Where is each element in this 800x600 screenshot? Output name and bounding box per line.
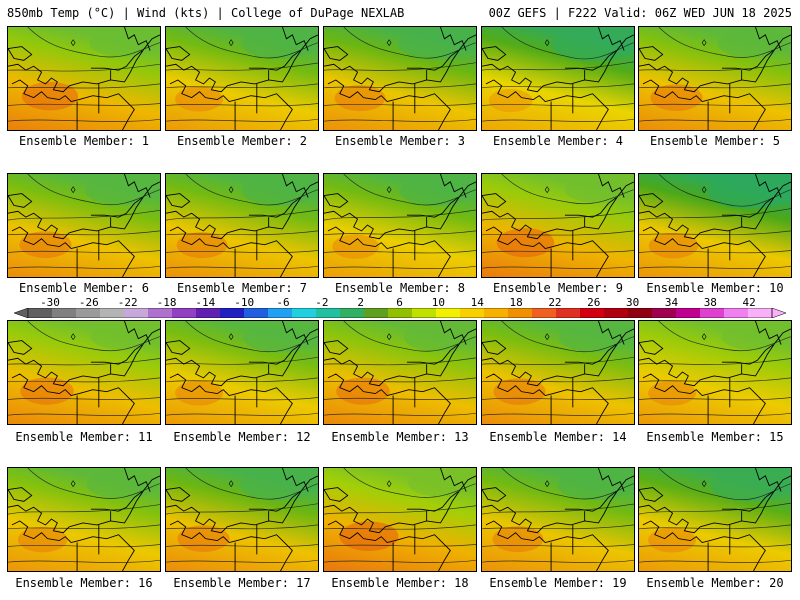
colorbar-segment [316, 308, 341, 318]
ensemble-member-caption: Ensemble Member: 19 [489, 576, 627, 590]
ensemble-member-map [7, 26, 161, 131]
ensemble-member-caption: Ensemble Member: 15 [646, 430, 784, 444]
map-title: 850mb Temp (°C) | Wind (kts) | College o… [7, 6, 405, 20]
ensemble-member-map [165, 467, 319, 572]
ensemble-member-map [7, 320, 161, 425]
ensemble-member-map [7, 173, 161, 278]
ensemble-member-caption: Ensemble Member: 14 [489, 430, 627, 444]
colorbar-segment [484, 308, 509, 318]
colorbar-tick-label: 34 [664, 296, 679, 309]
ensemble-member-caption: Ensemble Member: 10 [646, 281, 784, 295]
ensemble-member-caption: Ensemble Member: 8 [334, 281, 466, 295]
colorbar-segment [508, 308, 533, 318]
ensemble-member-map [481, 26, 635, 131]
ensemble-member-caption: Ensemble Member: 11 [15, 430, 153, 444]
ensemble-member-caption: Ensemble Member: 6 [18, 281, 150, 295]
colorbar-segment [748, 308, 773, 318]
colorbar-tick-label: 22 [548, 296, 562, 309]
colorbar-segment [628, 308, 653, 318]
colorbar-tick-label: -14 [195, 296, 216, 309]
ensemble-member-map [638, 26, 792, 131]
colorbar-tick-label: -26 [78, 296, 99, 309]
ensemble-member-map [165, 26, 319, 131]
colorbar-segment [700, 308, 725, 318]
ensemble-member-caption: Ensemble Member: 7 [176, 281, 308, 295]
colorbar-segment [52, 308, 77, 318]
ensemble-member-caption: Ensemble Member: 1 [18, 134, 150, 148]
colorbar-segment [172, 308, 197, 318]
colorbar-tick-label: 2 [357, 296, 365, 309]
ensemble-member-map [323, 320, 477, 425]
colorbar-segment [76, 308, 101, 318]
colorbar-tick-label: -18 [156, 296, 177, 309]
colorbar-segment [124, 308, 149, 318]
colorbar-segment [676, 308, 701, 318]
colorbar-tick-label: 10 [431, 296, 446, 309]
colorbar-tick-label: 42 [742, 296, 756, 309]
colorbar-segment [268, 308, 293, 318]
colorbar-segment [436, 308, 461, 318]
colorbar-segment [460, 308, 485, 318]
colorbar-segment [532, 308, 557, 318]
colorbar-tick-label: 30 [626, 296, 640, 309]
ensemble-member-map [165, 320, 319, 425]
ensemble-member-caption: Ensemble Member: 2 [176, 134, 308, 148]
colorbar-segment [100, 308, 125, 318]
colorbar-tick-label: -22 [117, 296, 138, 309]
ensemble-member-map [323, 173, 477, 278]
colorbar-tick-label: 6 [396, 296, 403, 309]
ensemble-member-map [638, 320, 792, 425]
ensemble-member-map [165, 173, 319, 278]
ensemble-member-caption: Ensemble Member: 18 [331, 576, 469, 590]
colorbar-tick-label: -6 [276, 296, 290, 309]
ensemble-member-caption: Ensemble Member: 3 [334, 134, 466, 148]
ensemble-member-map [638, 173, 792, 278]
colorbar-segment [196, 308, 221, 318]
colorbar-segment [148, 308, 173, 318]
colorbar-segment [28, 308, 53, 318]
colorbar-tick-label: 14 [470, 296, 484, 309]
colorbar-segment [580, 308, 605, 318]
colorbar-max-arrow [771, 308, 786, 318]
ensemble-member-caption: Ensemble Member: 17 [173, 576, 311, 590]
colorbar-tick-label: -10 [234, 296, 255, 309]
colorbar-min-arrow [14, 308, 29, 318]
ensemble-member-caption: Ensemble Member: 13 [331, 430, 469, 444]
ensemble-member-caption: Ensemble Member: 12 [173, 430, 311, 444]
colorbar-segment [724, 308, 749, 318]
ensemble-member-caption: Ensemble Member: 20 [646, 576, 784, 590]
ensemble-member-caption: Ensemble Member: 16 [15, 576, 153, 590]
ensemble-member-map [323, 467, 477, 572]
model-run-label: 00Z GEFS | F222 Valid: 06Z WED JUN 18 20… [488, 6, 792, 20]
colorbar-tick-label: -2 [315, 296, 329, 309]
ensemble-member-caption: Ensemble Member: 9 [492, 281, 624, 295]
colorbar-segment [220, 308, 245, 318]
temperature-colorbar [14, 308, 786, 318]
ensemble-member-caption: Ensemble Member: 4 [492, 134, 624, 148]
colorbar-segment [556, 308, 581, 318]
colorbar-tick-label: 26 [587, 296, 601, 309]
colorbar-segment [412, 308, 437, 318]
ensemble-member-map [481, 467, 635, 572]
colorbar-tick-label: 18 [509, 296, 523, 309]
colorbar-segment [364, 308, 389, 318]
ensemble-member-map [323, 26, 477, 131]
ensemble-member-map [638, 467, 792, 572]
colorbar-segment [340, 308, 365, 318]
ensemble-member-caption: Ensemble Member: 5 [649, 134, 781, 148]
colorbar-segment [292, 308, 317, 318]
colorbar-tick-label: 38 [703, 296, 717, 309]
ensemble-member-map [7, 467, 161, 572]
ensemble-member-map [481, 320, 635, 425]
colorbar-segment [604, 308, 629, 318]
colorbar-segment [244, 308, 269, 318]
colorbar-segment [652, 308, 677, 318]
colorbar-tick-label: -30 [40, 296, 60, 309]
ensemble-member-map [481, 173, 635, 278]
colorbar-segment [388, 308, 413, 318]
